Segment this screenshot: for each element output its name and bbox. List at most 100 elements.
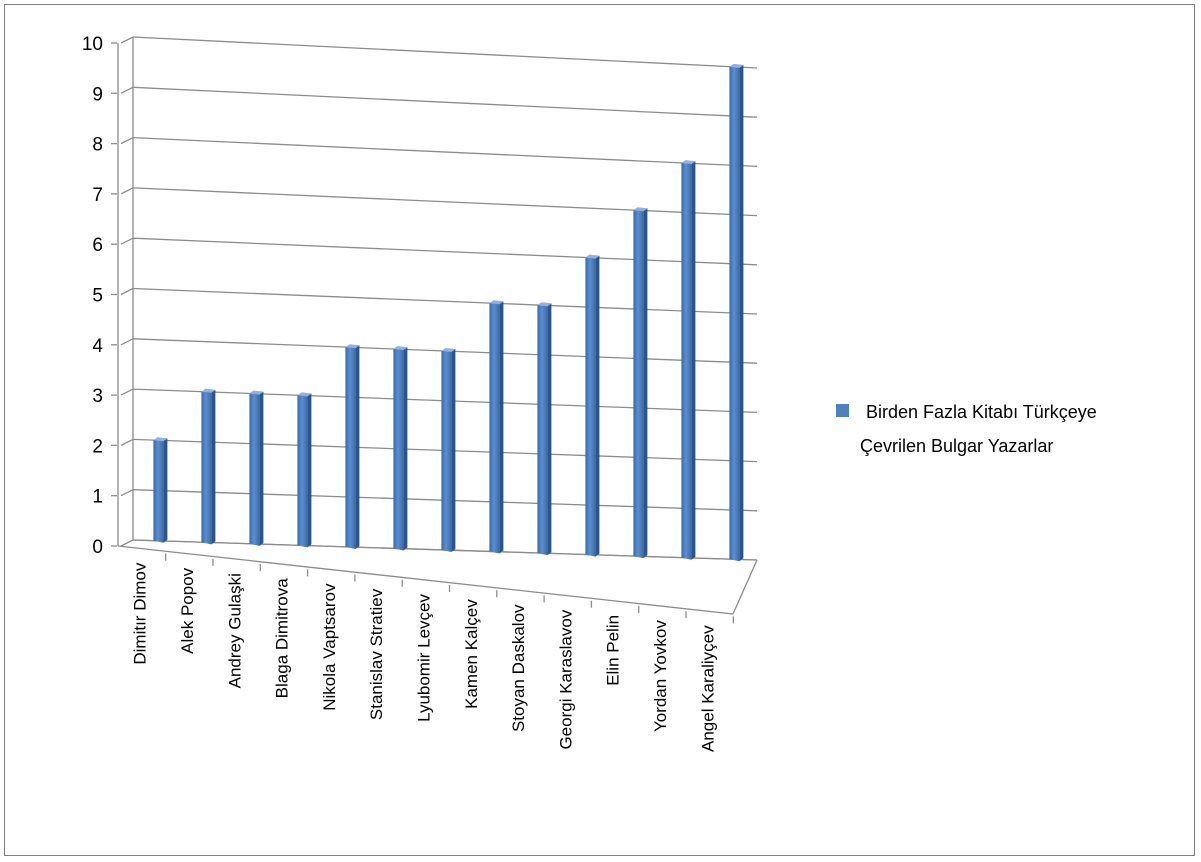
x-tick-label: Yordan Yovkov	[651, 620, 670, 732]
x-tick-label: Stanislav Stratiev	[367, 588, 386, 720]
y-axis-ticks: 0 1 2 3 4 5 6 7 8 9 10	[82, 34, 104, 558]
bar-9	[537, 302, 552, 556]
bar-top	[633, 207, 648, 212]
x-tick-label: Dimitır Dimov	[131, 562, 150, 664]
x-tick-label: Angel Karaliyçev	[698, 625, 717, 752]
gridline-9	[132, 86, 758, 118]
bar-top	[201, 388, 216, 393]
bar-side	[739, 64, 744, 562]
bar-front	[729, 66, 740, 562]
bar-front	[393, 349, 404, 551]
bar-8	[489, 300, 504, 554]
legend-label-line-1: Birden Fazla Kitabı Türkçeye	[866, 402, 1097, 422]
y-tick-label: 8	[92, 135, 103, 156]
side-gridline-7	[120, 187, 134, 195]
bar-top	[489, 300, 504, 305]
y-tick-label: 2	[92, 436, 103, 457]
y-tick-label: 9	[92, 84, 103, 105]
bars	[153, 63, 744, 562]
bar-side	[643, 208, 648, 559]
bar-front	[441, 351, 452, 553]
chart-frame	[4, 4, 1195, 856]
gridline-8	[132, 136, 758, 168]
y-tick-label: 10	[82, 34, 103, 55]
bar-front	[681, 163, 692, 560]
bar-front	[249, 393, 260, 546]
bar-front	[153, 440, 164, 543]
bar-top	[729, 63, 744, 68]
legend-label-line-2: Çevrilen Bulgar Yazarlar	[860, 436, 1053, 456]
y-tick-label: 3	[92, 386, 103, 407]
bar-top	[345, 344, 360, 349]
bar-10	[585, 254, 600, 557]
bar-side	[595, 255, 600, 557]
bar-side	[211, 389, 216, 545]
side-gridline-0	[120, 539, 134, 547]
bar-top	[441, 348, 456, 353]
bar-side	[547, 303, 552, 556]
side-gridline-4	[120, 338, 134, 346]
y-tick-label: 0	[92, 537, 103, 558]
bar-11	[633, 207, 648, 559]
bar-top	[585, 254, 600, 259]
side-gridline-9	[120, 86, 134, 94]
side-gridline-3	[120, 388, 134, 396]
bar-6	[393, 346, 408, 551]
x-tick-label: Elin Pelin	[604, 615, 623, 686]
x-tick-label: Blaga Dimitrova	[273, 578, 292, 699]
bar-side	[403, 347, 408, 551]
y-tick-label: 7	[92, 185, 103, 206]
bar-front	[345, 347, 356, 549]
gridline-7	[132, 187, 758, 217]
gridline-6	[132, 237, 758, 266]
bar-top	[681, 160, 696, 165]
side-gridline-10	[120, 36, 134, 44]
bar-13	[729, 63, 744, 562]
y-tick-label: 6	[92, 235, 103, 256]
bar-12	[681, 160, 696, 560]
x-tick-label: Georgi Karaslavov	[556, 609, 575, 749]
bar-side	[499, 301, 504, 554]
gridline-5	[132, 287, 758, 315]
bar-top	[153, 437, 168, 442]
x-tick-label: Andrey Gulaşki	[225, 573, 244, 688]
bar-side	[691, 161, 696, 560]
legend-swatch	[836, 404, 849, 417]
y-tick-label: 1	[92, 487, 103, 508]
floor-right-edge	[732, 559, 758, 615]
bar-top	[249, 390, 264, 395]
x-tick-label: Stoyan Daskalov	[509, 604, 528, 732]
bar-front	[297, 395, 308, 548]
side-gridline-5	[120, 287, 134, 296]
bar-7	[441, 348, 456, 553]
x-tick-label: Lyubomir Levçev	[415, 594, 434, 722]
x-axis-labels: Dimitır Dimov Alek Popov Andrey Gulaşki Bla…	[131, 553, 734, 752]
side-gridline-6	[120, 237, 134, 245]
side-gridline-2	[120, 438, 134, 446]
bar-5	[345, 344, 360, 549]
y-tick-label: 5	[92, 286, 103, 307]
bar-front	[489, 303, 500, 554]
side-gridline-1	[120, 489, 134, 497]
bar-front	[537, 305, 548, 556]
bar-top	[297, 392, 312, 397]
bar-3	[249, 390, 264, 546]
bar-2	[201, 388, 216, 545]
bar-4	[297, 392, 312, 548]
bar-front	[633, 210, 644, 559]
bar-side	[355, 345, 360, 549]
bar-1	[153, 437, 168, 543]
bar-side	[451, 349, 456, 553]
bar-top	[537, 302, 552, 307]
bar-side	[307, 393, 312, 548]
x-tick-label: Alek Popov	[178, 567, 197, 653]
y-tick-label: 4	[92, 336, 103, 357]
bar-side	[259, 391, 264, 546]
legend: Birden Fazla Kitabı Türkçeye Çevrilen Bu…	[836, 402, 1097, 456]
x-tick-label: Kamen Kalçev	[462, 599, 481, 709]
gridline-10	[132, 36, 758, 69]
floor-front-edge	[117, 545, 734, 615]
side-gridline-8	[120, 137, 134, 145]
bar-front	[585, 257, 596, 557]
